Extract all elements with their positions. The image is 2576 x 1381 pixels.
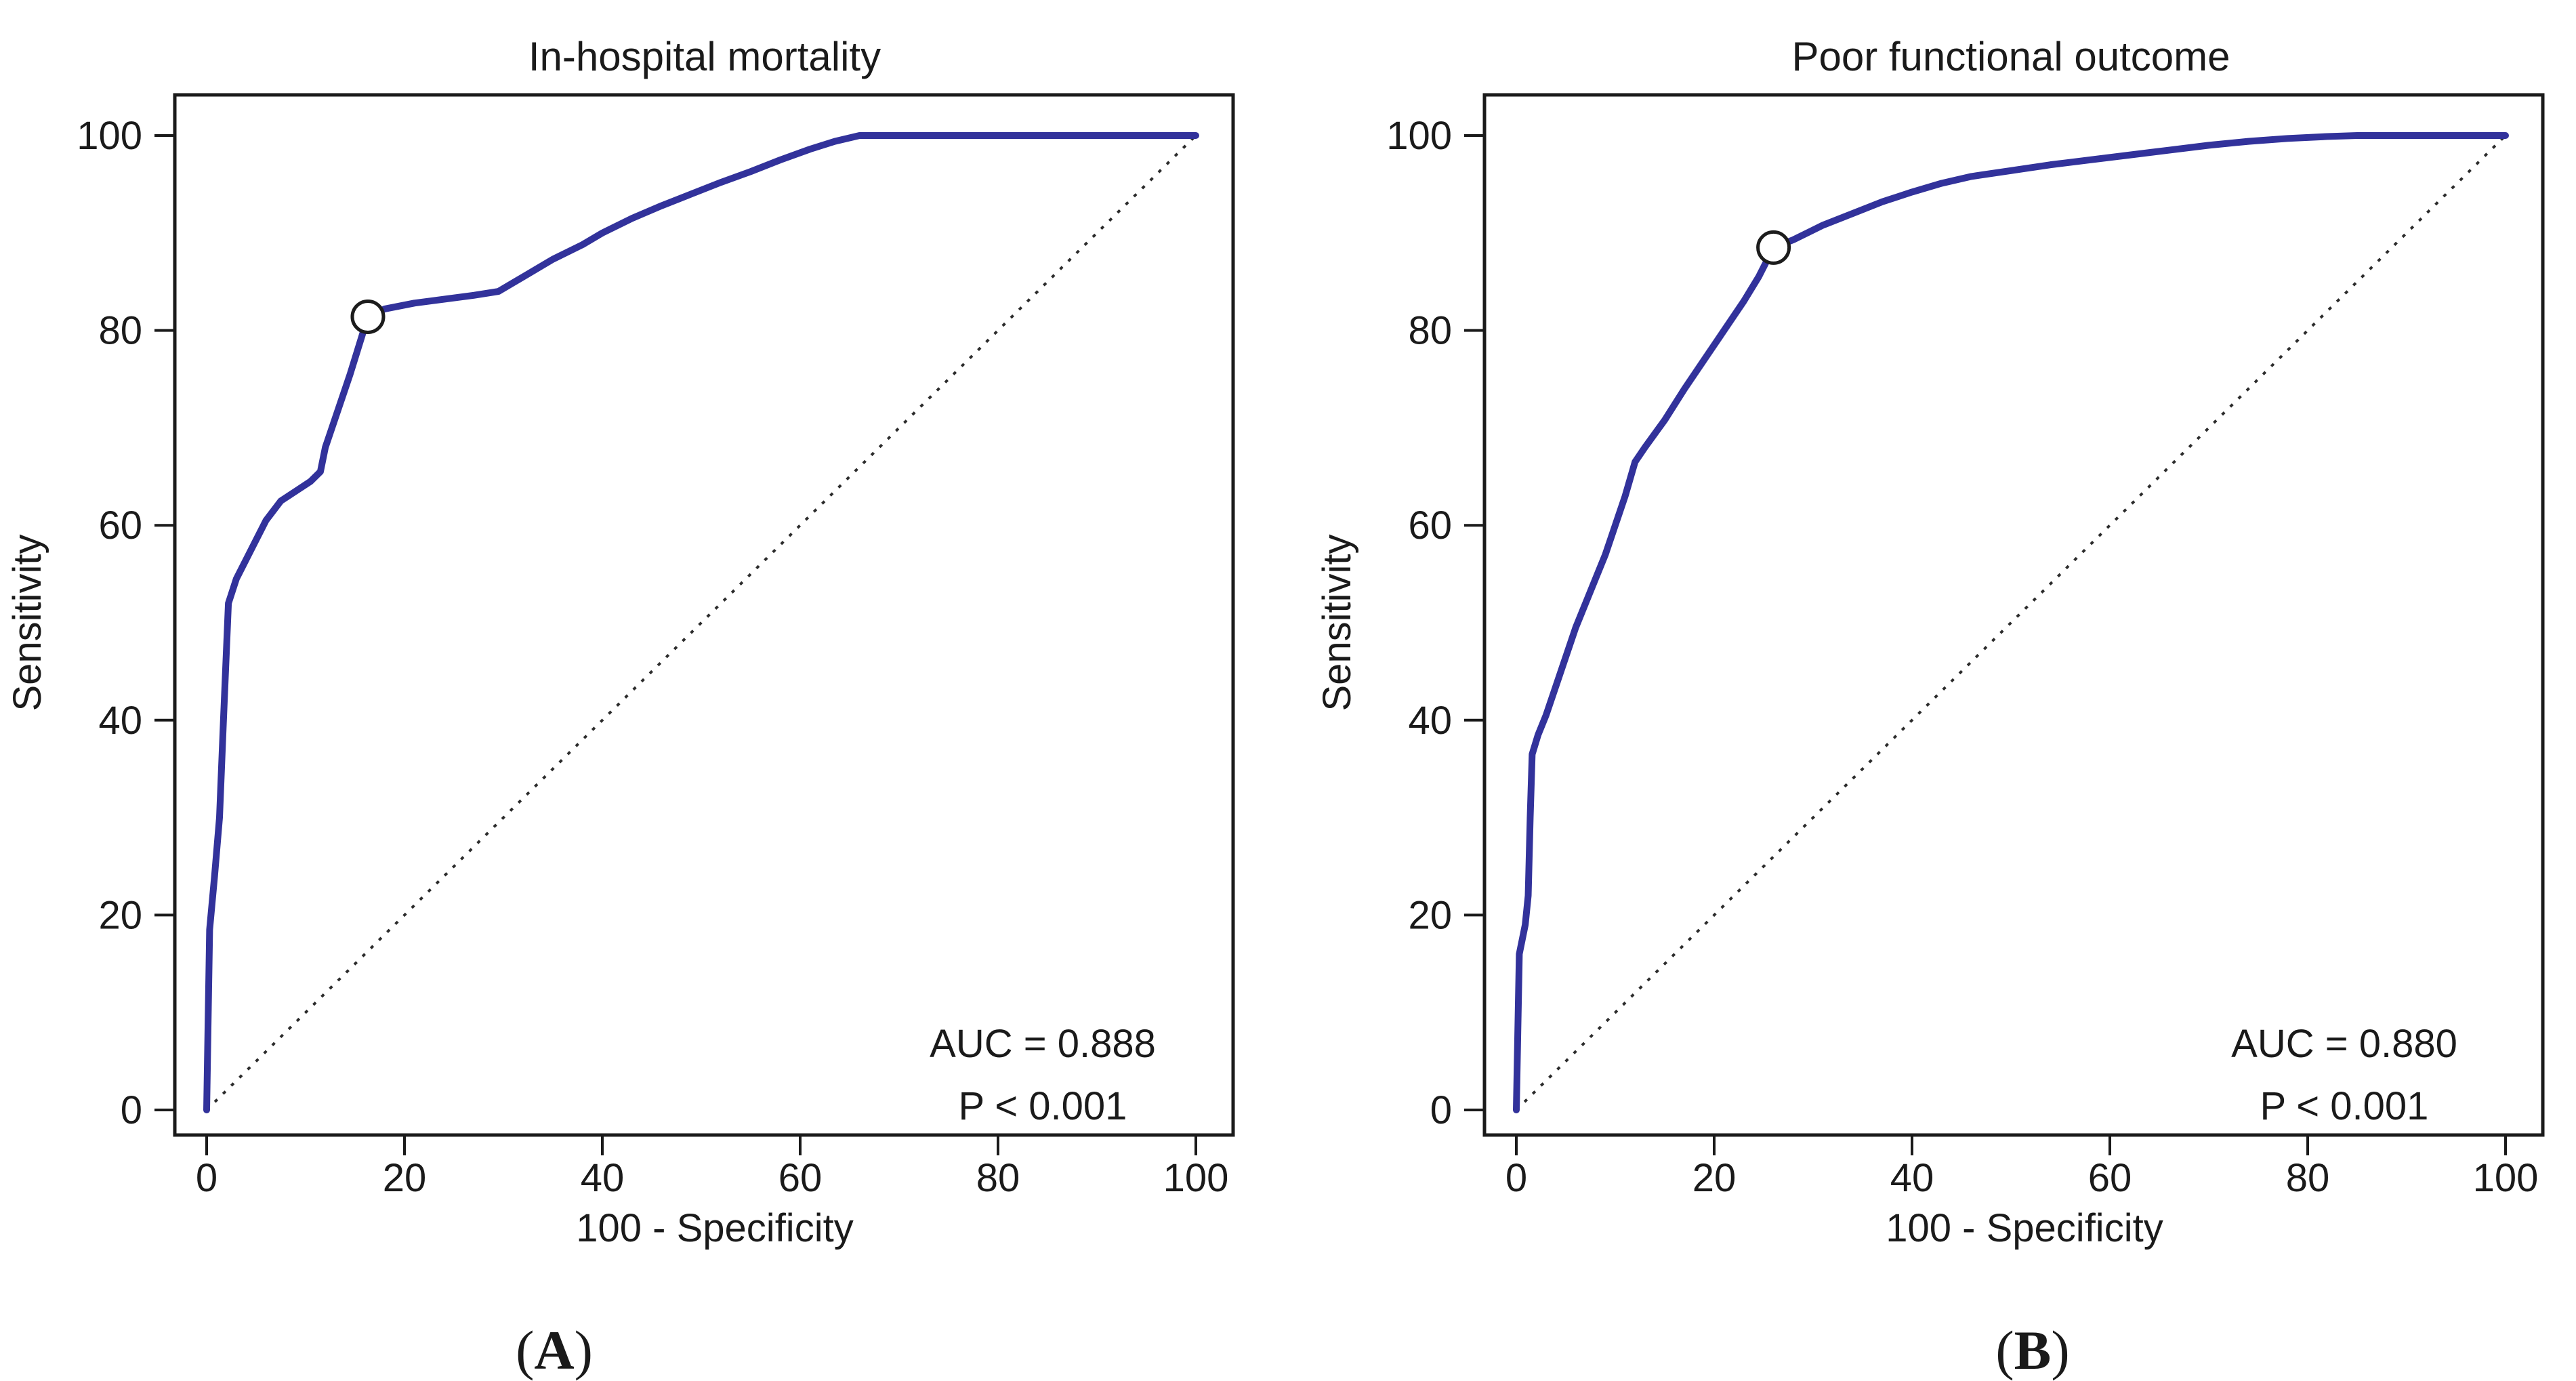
x-tick-label: 80 [2286,1156,2330,1200]
panel-b-series [1513,132,2509,1113]
x-tick-label: 0 [1505,1156,1527,1200]
y-tick-label: 40 [1408,699,1452,743]
panel-a-y-axis-label: Sensitivity [5,534,49,711]
reference-diagonal-line [1515,134,2507,1111]
x-tick-label: 80 [976,1156,1020,1200]
panel-b-caption: (B) [1995,1319,2069,1381]
reference-diagonal-line [205,134,1197,1111]
panel-a-caption-letter: A [534,1319,574,1381]
panel-b-plot-area [1482,93,2545,1137]
x-tick-label: 60 [778,1156,823,1200]
roc-curve [1513,132,2509,1113]
panel-a-caption: (A) [516,1319,593,1381]
roc-curve [203,132,1199,1113]
panel-a-auc-annotation: AUC = 0.888 [930,1022,1156,1066]
x-tick-label: 100 [1163,1156,1229,1200]
panel-b-caption-close: ) [2051,1319,2069,1381]
panel-b-x-axis-label: 100 - Specificity [1886,1206,2163,1250]
x-tick-label: 20 [383,1156,427,1200]
panel-b-auc-annotation: AUC = 0.880 [2231,1022,2457,1066]
panel-b-caption-open: ( [1995,1319,2014,1381]
panel-b-y-axis-label: Sensitivity [1315,534,1359,711]
y-tick-label: 0 [1430,1088,1452,1132]
panel-a-x-axis-label: 100 - Specificity [576,1206,853,1250]
cutoff-point-marker [1756,230,1791,265]
panel-a-title: In-hospital mortality [528,34,881,79]
x-tick-label: 60 [2088,1156,2132,1200]
panel-a-series [203,132,1199,1113]
panel-b-title: Poor functional outcome [1791,34,2230,79]
x-tick-label: 40 [1890,1156,1934,1200]
panel-b-caption-letter: B [2014,1319,2052,1381]
y-tick-label: 80 [1408,309,1452,353]
y-tick-label: 100 [77,114,142,158]
x-tick-label: 40 [581,1156,625,1200]
panel-b-pvalue-annotation: P < 0.001 [2260,1084,2429,1128]
y-tick-label: 0 [121,1088,142,1132]
panel-a-pvalue-annotation: P < 0.001 [959,1084,1127,1128]
cutoff-point-marker [350,299,386,334]
panel-a-plot-area [173,93,1235,1137]
x-tick-label: 0 [196,1156,217,1200]
y-tick-label: 100 [1386,114,1452,158]
panel-b: Poor functional outcome 0 20 40 60 80 100 0 20 4… [1315,34,2545,1250]
y-tick-label: 60 [98,503,142,548]
y-tick-label: 20 [1408,893,1452,937]
y-tick-label: 60 [1408,503,1452,548]
panel-a-caption-open: ( [516,1319,534,1381]
y-tick-label: 80 [98,309,142,353]
x-tick-label: 100 [2473,1156,2539,1200]
panel-b-axes: 0 20 40 60 80 100 0 20 40 60 80 100 [1386,114,2538,1200]
y-tick-label: 40 [98,699,142,743]
y-tick-label: 20 [98,893,142,937]
panel-a: In-hospital mortality 0 20 40 60 80 100 0 20 40 6… [5,34,1235,1250]
panel-a-axes: 0 20 40 60 80 100 0 20 40 60 80 100 [77,114,1228,1200]
x-tick-label: 20 [1692,1156,1737,1200]
panel-a-caption-close: ) [575,1319,593,1381]
